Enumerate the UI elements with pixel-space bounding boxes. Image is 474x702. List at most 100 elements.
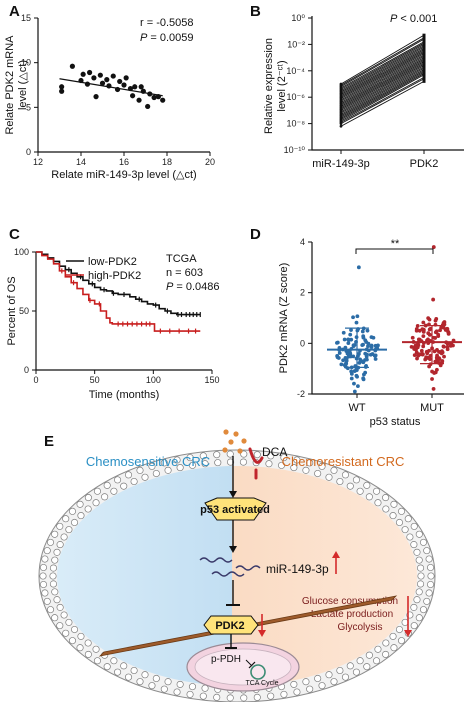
panel-a-p-value: P = 0.0059 [140,32,194,44]
membrane-bead [226,694,234,702]
dca-dot [228,439,234,445]
survival-curve [36,251,201,332]
significance-bracket [355,248,434,254]
dot-point [363,370,368,375]
dot-point [433,359,438,364]
dot-point [351,315,355,320]
dot-point [349,376,354,381]
membrane-bead [56,522,64,530]
scatter-point [93,94,99,100]
mirna-strand-icon [235,565,261,571]
membrane-bead [293,688,301,696]
paired-line [340,65,425,113]
membrane-bead [84,639,92,647]
membrane-bead [390,500,398,508]
membrane-bead [346,662,354,670]
membrane-bead [46,538,55,546]
panel-c-series [36,251,201,334]
dot-point [431,387,436,391]
p53-label: p53 activated [200,504,270,516]
paired-line [340,42,425,90]
scatter-point [99,80,106,86]
membrane-bead [148,462,156,470]
scatter-point [91,75,97,81]
paired-line [340,59,425,107]
dot-point [365,328,370,333]
mitochondrion-inner [194,648,292,686]
membrane-bead [382,505,390,513]
membrane-bead [56,541,64,549]
paired-line [340,34,425,85]
arrow-head [404,630,412,637]
membrane-bead [382,639,390,647]
panel-b-p-number: < 0.001 [397,13,437,25]
dot-point [369,345,374,349]
membrane-bead [382,494,390,502]
mirna-strand-icon [211,571,245,577]
dot-point [360,343,365,348]
membrane-bead [415,614,423,622]
membrane-bead [293,456,301,464]
membrane-bead [124,673,133,681]
scatter-point [78,77,84,84]
membrane-bead [43,547,51,555]
y-tick-label: 50 [19,306,29,316]
membrane-bead [84,650,92,658]
membrane-bead [49,580,57,588]
dot-point [339,362,344,367]
membrane-bead [173,688,181,696]
membrane-bead [176,464,184,472]
dot-point [336,356,341,360]
membrane-bead [62,515,70,523]
tca-cycle-icon [250,664,266,680]
membrane-bead [423,547,431,555]
y-tick-label: 0 [300,338,305,348]
membrane-bead [39,580,48,589]
membrane-bead [199,452,207,460]
paired-point [339,124,343,128]
dot-point [414,328,419,333]
membrane-bead [365,493,373,501]
membrane-bead [84,494,92,502]
membrane-bead [173,456,181,464]
dot-point [427,364,432,369]
paired-point [422,73,426,77]
membrane-bead [330,678,338,686]
membrane-bead [93,657,101,665]
paired-line [340,50,425,98]
inhibit-bar [248,661,256,669]
paired-line [340,47,425,95]
membrane-bead [306,459,314,467]
membrane-bead [314,674,322,683]
dot-point [363,351,368,356]
membrane-bead [68,507,77,515]
membrane-bead [325,671,333,679]
paired-line [340,41,425,89]
panel-d-x-label: p53 status [370,416,421,428]
membrane-bead [46,606,55,614]
dot-point [419,348,424,353]
ppdh-label: p-PDH [211,654,241,665]
dot-point [352,343,357,347]
membrane-bead [417,580,425,588]
panel-d-y-label: PDK2 mRNA (Z score) [278,263,290,374]
dot-point [416,337,421,342]
membrane-bead [65,618,73,626]
mir-label: miR-149-3p [266,562,329,576]
dot-point [356,384,360,389]
scatter-point [155,94,161,100]
scatter-point [80,71,86,77]
membrane-bead [410,622,418,630]
dot-point [445,345,450,349]
membrane-bead [410,541,418,549]
dot-point [421,329,426,334]
membrane-bead [314,469,322,478]
paired-line [340,51,425,99]
dot-point [361,360,366,365]
panel-b-paired-lines: 10⁰ 10⁻² 10⁻⁴ 10⁻⁶ 10⁻⁸ 10⁻¹⁰ P < 0.001 miR-1… [263,13,464,170]
panel-d-dotplot: -2 0 2 4 ** WT MUT p53 status PDK2 mRNA (Z … [278,237,464,428]
dot-point [431,245,436,249]
dot-point [361,334,366,339]
paired-line [340,38,425,88]
